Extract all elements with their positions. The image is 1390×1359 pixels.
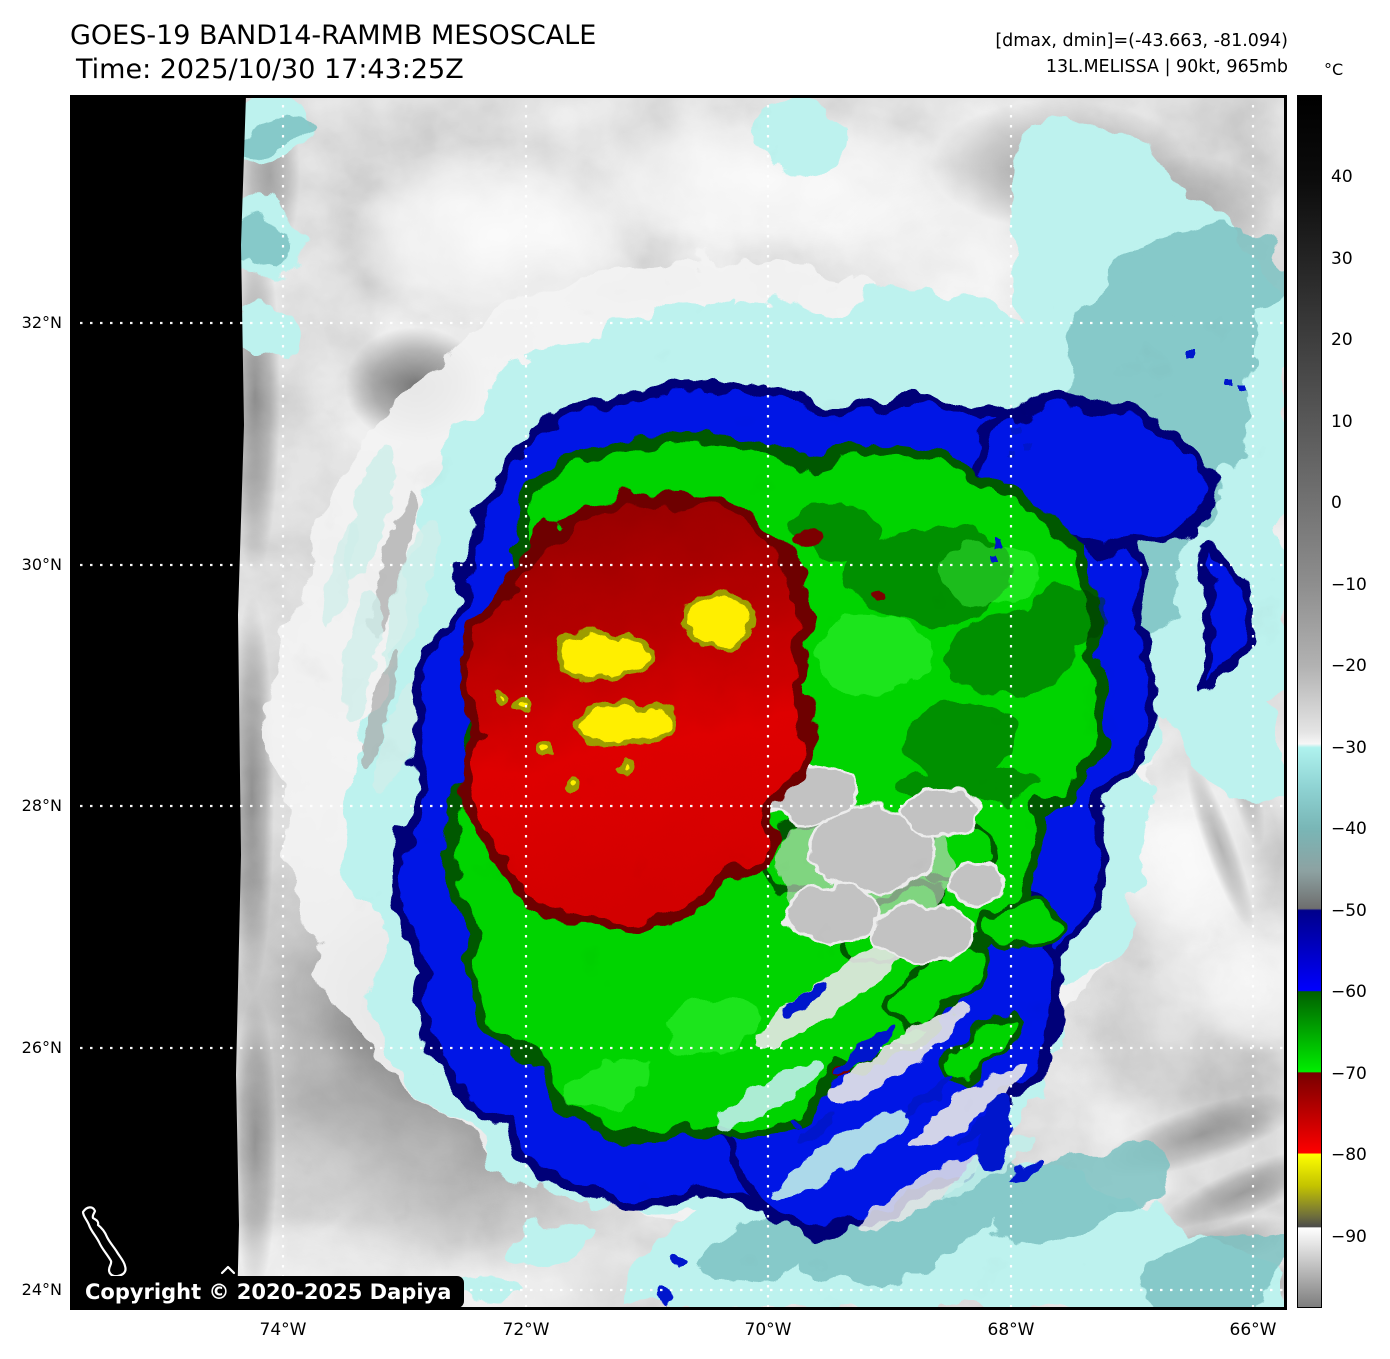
dmax-dmin-readout: [dmax, dmin]=(-43.663, -81.094) — [995, 31, 1288, 51]
satellite-map — [70, 95, 1287, 1310]
no-data-region — [70, 95, 246, 1310]
storm-id-intensity: 13L.MELISSA | 90kt, 965mb — [1045, 57, 1288, 77]
colorbar-tick-label: 40 — [1331, 166, 1353, 187]
lon-label: 74°W — [259, 1320, 307, 1340]
lat-label: 28°N — [21, 796, 62, 815]
colorbar-tick-label: 30 — [1331, 248, 1353, 269]
map-border — [70, 95, 1287, 1310]
lat-label: 24°N — [21, 1280, 62, 1299]
colorbar-tick-label: 10 — [1331, 411, 1353, 432]
lat-label: 32°N — [21, 313, 62, 332]
cloud-mottle-overlay — [70, 95, 1287, 1310]
colorbar-tick-label: −50 — [1331, 900, 1367, 921]
copyright-badge: Copyright © 2020-2025 Dapiya — [72, 1276, 465, 1308]
colorbar-tick-label: −90 — [1331, 1226, 1367, 1247]
colorbar-tick-label: −10 — [1331, 574, 1367, 595]
colorbar-tick-label: −20 — [1331, 656, 1367, 677]
colorbar-tick-label: 20 — [1331, 330, 1353, 351]
gridlines — [70, 95, 1287, 1310]
colorbar-tick-label: −60 — [1331, 982, 1367, 1003]
map-figure — [70, 95, 1287, 1310]
colorbar-unit-label: °C — [1324, 60, 1344, 79]
lat-label: 26°N — [21, 1038, 62, 1057]
timestamp: Time: 2025/10/30 17:43:25Z — [76, 54, 464, 85]
colorbar-ticks: 40 30 20 10 0 −10 −20 −30 −40 −50 −60 −70 −80 −90 — [1331, 95, 1389, 1308]
lon-label: 68°W — [987, 1320, 1035, 1340]
colorbar-tick-label: −80 — [1331, 1145, 1367, 1166]
lon-label: 72°W — [502, 1320, 550, 1340]
storm-info-block: [dmax, dmin]=(-43.663, -81.094) 13L.MELI… — [995, 28, 1288, 80]
product-title: GOES-19 BAND14-RAMMB MESOSCALE — [70, 20, 597, 51]
lon-label: 66°W — [1229, 1320, 1277, 1340]
lon-label: 70°W — [744, 1320, 792, 1340]
colorbar-tick-label: −70 — [1331, 1063, 1367, 1084]
lat-label: 30°N — [21, 555, 62, 574]
colorbar — [1297, 95, 1322, 1308]
colorbar-tick-label: −40 — [1331, 819, 1367, 840]
colorbar-tick-label: 0 — [1331, 493, 1342, 514]
colorbar-tick-label: −30 — [1331, 737, 1367, 758]
